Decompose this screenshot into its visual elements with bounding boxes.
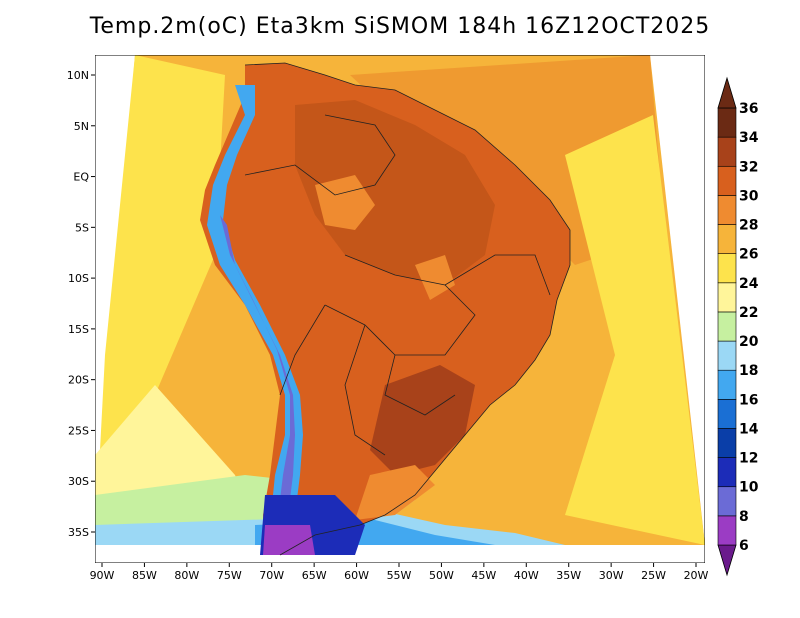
colorbar-level-label: 8 — [739, 509, 749, 525]
lat-tick-label: 30S — [68, 475, 89, 488]
lon-tick-label: 70W — [259, 569, 284, 582]
patagonia-coldest — [263, 525, 315, 555]
colorbar-level-label: 36 — [739, 101, 758, 117]
lon-tick-label: 25W — [641, 569, 666, 582]
lon-tick-label: 60W — [344, 569, 369, 582]
colorbar-level-label: 14 — [739, 421, 759, 437]
colorbar-swatch — [717, 195, 737, 225]
lon-tick-label: 45W — [471, 569, 496, 582]
country-borders — [244, 62, 571, 556]
lon-tick-label: 85W — [132, 569, 157, 582]
colorbar-level-label: 18 — [739, 363, 758, 379]
map-title: Temp.2m(oC) Eta3km SiSMOM 184h 16Z12OCT2… — [89, 14, 711, 39]
temperature-map — [95, 55, 705, 563]
inland-warm-patches — [315, 175, 455, 300]
lon-tick-label: 65W — [302, 569, 327, 582]
colorbar-swatch — [717, 428, 737, 458]
colorbar-level-label: 20 — [739, 334, 759, 350]
andes-cold-strip — [207, 85, 303, 555]
lon-tick-label: 20W — [684, 569, 709, 582]
colorbar-level-label: 10 — [739, 480, 759, 496]
colorbar-level-label: 16 — [739, 392, 758, 408]
colorbar-swatch — [717, 224, 737, 254]
colorbar-level-label: 12 — [739, 451, 758, 467]
colorbar-labels: 6 8 10 12 14 16 18 20 22 24 26 28 30 32 34 36 — [739, 101, 759, 554]
colorbar-level-label: 34 — [739, 130, 759, 146]
colorbar-level-label: 6 — [739, 538, 749, 554]
colorbar-swatch — [717, 340, 737, 371]
lon-tick-label: 90W — [90, 569, 115, 582]
colorbar-swatch — [717, 369, 737, 400]
lat-tick-label: EQ — [73, 171, 89, 184]
colorbar-level-label: 26 — [739, 247, 758, 263]
uruguay-south-land — [355, 465, 435, 520]
lon-tick-label: 35W — [556, 569, 581, 582]
lat-tick-label: 10N — [67, 69, 89, 82]
lon-tick-label: 30W — [599, 569, 624, 582]
lat-tick-label: 20S — [68, 374, 89, 387]
colorbar-max-arrow — [717, 76, 737, 109]
lon-tick-label: 50W — [429, 569, 454, 582]
lon-tick-label: 40W — [514, 569, 539, 582]
colorbar-swatch — [717, 486, 737, 517]
lat-tick-label: 5S — [75, 221, 89, 234]
ocean-cool-field-east — [565, 115, 705, 545]
colorbar-swatch — [717, 311, 737, 342]
colorbar-swatch — [717, 515, 737, 546]
colorbar-level-label: 24 — [739, 276, 759, 292]
colorbar-level-label: 30 — [739, 188, 759, 204]
lat-tick-label: 10S — [68, 272, 89, 285]
colorbar-swatches — [717, 76, 737, 577]
longitude-axis: 90W 85W 80W 75W 70W 65W 60W 55W 50W 45W 40W 35W 30W 2… — [90, 563, 709, 582]
colorbar-swatch — [717, 107, 737, 138]
colorbar-swatch — [717, 253, 737, 284]
colorbar-min-arrow — [717, 544, 737, 577]
colorbar-swatch — [717, 165, 737, 196]
lat-tick-label: 15S — [68, 323, 89, 336]
amazon-hot-core — [295, 100, 495, 285]
lat-tick-label: 25S — [68, 424, 89, 437]
lon-tick-label: 75W — [217, 569, 242, 582]
colorbar-swatch — [717, 282, 737, 313]
colorbar-level-label: 28 — [739, 218, 758, 234]
lon-tick-label: 55W — [387, 569, 412, 582]
latitude-axis: 10N 5N EQ 5S 10S 15S 20S 25S 30S 35S — [67, 69, 95, 539]
colorbar-swatch — [717, 399, 737, 429]
southeast-cooler-land — [370, 365, 475, 475]
colorbar-level-label: 32 — [739, 159, 758, 175]
lat-tick-label: 35S — [68, 526, 89, 539]
colorbar-swatch — [717, 136, 737, 167]
lat-tick-label: 5N — [74, 120, 89, 133]
colorbar-level-label: 22 — [739, 305, 758, 321]
lon-tick-label: 80W — [174, 569, 199, 582]
colorbar-swatch — [717, 457, 737, 488]
